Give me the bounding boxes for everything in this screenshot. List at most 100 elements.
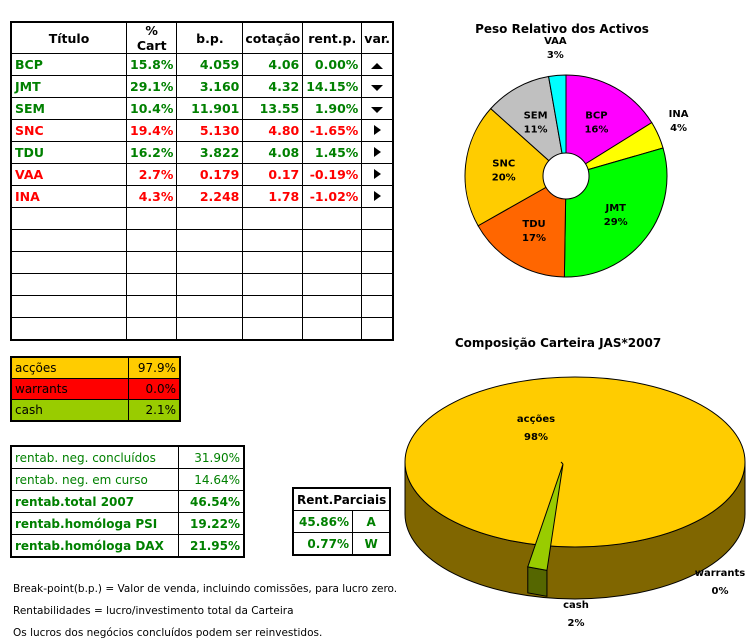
col-var: var. — [361, 21, 394, 54]
partial-returns-table: Rent.Parciais 45.86% A 0.77% W — [292, 487, 392, 556]
slice-label: BCP — [585, 110, 607, 121]
allocation-value: 2.1% — [128, 399, 181, 422]
cell-rent: -1.02% — [302, 185, 363, 208]
slice-cash — [527, 463, 564, 571]
table-row: JMT 29.1% 3.160 4.32 14.15% — [10, 75, 394, 98]
slice-pct: 29% — [604, 217, 628, 228]
arrow-right-icon — [373, 169, 381, 179]
slice-pct: 4% — [670, 123, 687, 134]
cell-cart: 15.8% — [125, 53, 178, 76]
arrow-right-icon — [373, 191, 381, 201]
arrow-down-icon — [371, 107, 384, 113]
cell-cotacao: 0.17 — [242, 163, 304, 186]
empty-row — [10, 317, 394, 341]
allocation-table: acções 97.9% warrants 0.0% cash 2.1% — [10, 356, 181, 422]
cell-cotacao: 4.08 — [242, 141, 304, 164]
slice-jmt — [563, 147, 668, 278]
slice-sem — [490, 75, 567, 178]
slice-snc — [464, 107, 567, 227]
cell-cart: 16.2% — [125, 141, 178, 164]
arrow-down-icon — [371, 85, 384, 91]
returns-value: 21.95% — [178, 534, 245, 558]
slice-label: JMT — [604, 203, 626, 214]
slice-pct: 2% — [568, 618, 585, 629]
slice-label: SEM — [524, 110, 548, 121]
cell-cotacao: 13.55 — [242, 97, 304, 120]
col-bp: b.p. — [176, 21, 244, 54]
note-breakpoint: Break-point(b.p.) = Valor de venda, incl… — [13, 583, 398, 595]
partial-code: W — [352, 532, 391, 556]
allocation-row: warrants 0.0% — [10, 378, 181, 400]
slice-side-cash — [527, 566, 548, 597]
slice-pct: 16% — [584, 124, 608, 135]
allocation-row: cash 2.1% — [10, 399, 181, 422]
arrow-up-icon — [371, 63, 384, 69]
slice-pct: 3% — [547, 50, 564, 61]
note-rentabilidades: Rentabilidades = lucro/investimento tota… — [13, 605, 294, 617]
empty-row — [10, 273, 394, 296]
slice-warrants — [560, 461, 564, 465]
pie3d-title: Composição Carteira JAS*2007 — [455, 336, 661, 350]
slice-tdu — [477, 175, 567, 278]
returns-label: rentab.homóloga DAX — [10, 534, 179, 558]
col-cart: % Cart — [125, 21, 178, 54]
returns-label: rentab.homóloga PSI — [10, 512, 179, 535]
slice-label: acções — [517, 414, 555, 425]
slice-bcp — [565, 74, 653, 177]
slice-label: cash — [563, 600, 589, 611]
slice-vaa — [548, 74, 567, 177]
donut-hole — [542, 152, 590, 200]
slice-pct: 20% — [492, 172, 516, 183]
empty-row — [10, 229, 394, 252]
slice-pct: 0% — [712, 586, 729, 597]
returns-value: 19.22% — [178, 512, 245, 535]
cell-rent: 14.15% — [302, 75, 363, 98]
allocation-label: cash — [10, 399, 129, 422]
returns-row: rentab.homóloga PSI 19.22% — [10, 512, 245, 535]
donut-title: Peso Relativo dos Activos — [475, 22, 649, 36]
cell-bp: 3.160 — [176, 75, 244, 98]
portfolio-table: Título % Cart b.p. cotação rent.p. var. … — [10, 21, 395, 341]
allocation-value: 97.9% — [128, 356, 181, 379]
empty-row — [10, 207, 394, 230]
slice-pct: 17% — [522, 233, 546, 244]
table-header: Título % Cart b.p. cotação rent.p. var. — [10, 21, 394, 54]
cell-var — [361, 97, 394, 120]
allocation-label: warrants — [10, 378, 129, 400]
cell-bp: 11.901 — [176, 97, 244, 120]
returns-value: 14.64% — [178, 468, 245, 491]
returns-row: rentab.homóloga DAX 21.95% — [10, 534, 245, 558]
returns-label: rentab.total 2007 — [10, 490, 179, 513]
allocation-value: 0.0% — [128, 378, 181, 400]
slice-label: warrants — [695, 568, 745, 579]
table-row: SEM 10.4% 11.901 13.55 1.90% — [10, 97, 394, 120]
returns-row: rentab.total 2007 46.54% — [10, 490, 245, 513]
arrow-right-icon — [373, 147, 381, 157]
slice-pct: 98% — [524, 432, 548, 443]
arrow-right-icon — [373, 125, 381, 135]
empty-row — [10, 295, 394, 318]
slice-label: INA — [669, 109, 689, 120]
cell-bp: 0.179 — [176, 163, 244, 186]
note-lucros: Os lucros dos negócios concluídos podem … — [13, 627, 323, 639]
partial-code: A — [352, 510, 391, 533]
cell-cart: 19.4% — [125, 119, 178, 142]
table-row: TDU 16.2% 3.822 4.08 1.45% — [10, 141, 394, 164]
cell-cotacao: 4.32 — [242, 75, 304, 98]
empty-row — [10, 251, 394, 274]
slice-accoes — [404, 376, 746, 548]
returns-label: rentab. neg. concluídos — [10, 445, 179, 469]
slice-label: TDU — [522, 219, 545, 230]
cell-rent: -0.19% — [302, 163, 363, 186]
table-row: BCP 15.8% 4.059 4.06 0.00% — [10, 53, 394, 76]
partial-returns-title: Rent.Parciais — [292, 487, 391, 511]
slice-label: VAA — [544, 36, 567, 47]
returns-value: 31.90% — [178, 445, 245, 469]
slice-label: SNC — [492, 158, 515, 169]
table-row: INA 4.3% 2.248 1.78 -1.02% — [10, 185, 394, 208]
returns-row: rentab. neg. concluídos 31.90% — [10, 445, 245, 469]
col-rent: rent.p. — [302, 21, 363, 54]
slice-pct: 11% — [524, 124, 548, 135]
returns-table: rentab. neg. concluídos 31.90% rentab. neg… — [10, 445, 245, 558]
